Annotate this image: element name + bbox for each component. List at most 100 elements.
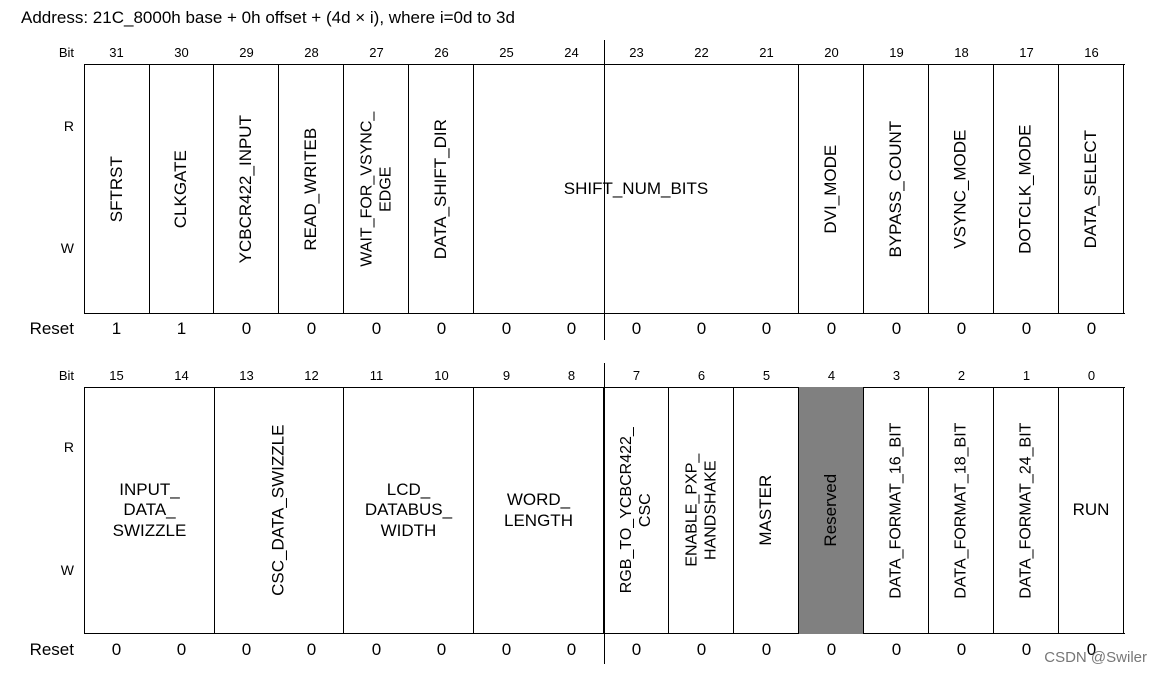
reset-value: 0 <box>566 640 577 659</box>
label-bit: Bit <box>58 45 74 60</box>
register-field: WAIT_FOR_VSYNC_ EDGE <box>344 64 409 314</box>
field-name: INPUT_ DATA_ SWIZZLE <box>112 479 187 540</box>
field-name: VSYNC_MODE <box>950 129 970 249</box>
reset-value: 0 <box>371 319 382 338</box>
reset-value: 0 <box>761 319 772 338</box>
register-field: YCBCR422_INPUT <box>214 64 279 314</box>
register-field: CLKGATE <box>149 64 214 314</box>
bit-number: 23 <box>629 45 644 60</box>
register-field: CSC_DATA_SWIZZLE <box>214 387 344 634</box>
label-reset: Reset <box>29 319 74 338</box>
reset-value: 0 <box>891 640 902 659</box>
bit-number: 22 <box>694 45 709 60</box>
bit-number: 28 <box>304 45 319 60</box>
bit-number: 11 <box>369 368 384 383</box>
register-field: RGB_TO_YCBCR422_ CSC <box>604 387 669 634</box>
reset-value: 0 <box>891 319 902 338</box>
field-name: DATA_FORMAT_16_BIT <box>887 422 905 599</box>
register-field: RUN <box>1059 387 1124 634</box>
reserved-field: Reserved <box>799 387 864 634</box>
reset-value: 0 <box>1021 319 1032 338</box>
label-w: W <box>60 562 74 578</box>
register-field: DVI_MODE <box>799 64 864 314</box>
label-reset: Reset <box>29 640 74 659</box>
bit-number: 3 <box>892 368 901 383</box>
field-name: YCBCR422_INPUT <box>235 114 255 264</box>
field-name: DATA_SHIFT_DIR <box>430 118 450 260</box>
reset-value: 0 <box>631 319 642 338</box>
reset-value: 0 <box>371 640 382 659</box>
reset-value: 0 <box>1021 640 1032 659</box>
bit-number: 19 <box>889 45 904 60</box>
field-name: RUN <box>1072 500 1110 520</box>
field-name: CSC_DATA_SWIZZLE <box>268 424 288 597</box>
bit-number: 21 <box>759 45 774 60</box>
register-field: SHIFT_NUM_BITS <box>474 64 799 314</box>
bit-number: 0 <box>1087 368 1096 383</box>
bit-number: 8 <box>567 368 576 383</box>
label-bit: Bit <box>58 368 74 383</box>
bit-number: 25 <box>499 45 514 60</box>
bit-number: 24 <box>564 45 579 60</box>
label-r: R <box>63 118 74 134</box>
bit-number: 16 <box>1084 45 1099 60</box>
register-box <box>84 387 1125 634</box>
register-field: DATA_FORMAT_16_BIT <box>864 387 929 634</box>
reset-value: 0 <box>696 640 707 659</box>
register-field: DATA_SHIFT_DIR <box>409 64 474 314</box>
reset-value: 0 <box>176 640 187 659</box>
field-name: READ_WRITEB <box>300 127 320 251</box>
register-field: MASTER <box>734 387 799 634</box>
reset-value: 0 <box>956 319 967 338</box>
bit-number: 29 <box>239 45 254 60</box>
reset-value: 0 <box>436 319 447 338</box>
reset-value: 0 <box>1086 640 1097 659</box>
reset-value: 0 <box>761 640 772 659</box>
bit-number: 9 <box>502 368 511 383</box>
field-name: WAIT_FOR_VSYNC_ EDGE <box>357 111 394 267</box>
register-box <box>84 64 1125 314</box>
reset-value: 0 <box>241 640 252 659</box>
register-address: Address: 21C_8000h base + 0h offset + (4… <box>21 8 515 27</box>
field-name: BYPASS_COUNT <box>885 120 905 258</box>
reset-value: 0 <box>436 640 447 659</box>
reset-value: 0 <box>956 640 967 659</box>
field-name: DATA_FORMAT_18_BIT <box>952 422 970 599</box>
watermark: CSDN @Swiler <box>1044 649 1147 666</box>
bit-number: 6 <box>697 368 706 383</box>
register-field: BYPASS_COUNT <box>864 64 929 314</box>
bit-number: 18 <box>954 45 969 60</box>
bit-number: 31 <box>109 45 124 60</box>
bit-number: 15 <box>109 368 124 383</box>
bit-number: 30 <box>174 45 189 60</box>
label-w: W <box>60 240 74 256</box>
bit-number: 20 <box>824 45 839 60</box>
register-field: LCD_ DATABUS_ WIDTH <box>344 387 474 634</box>
reset-value: 0 <box>501 640 512 659</box>
field-name: CLKGATE <box>170 149 190 229</box>
label-r: R <box>63 439 74 455</box>
field-name: ENABLE_PXP_ HANDSHAKE <box>682 454 720 567</box>
byte-separator <box>604 40 605 340</box>
field-name: MASTER <box>755 475 775 546</box>
bit-number: 5 <box>762 368 771 383</box>
reset-value: 0 <box>1086 319 1097 338</box>
bit-number: 10 <box>434 368 449 383</box>
register-field: READ_WRITEB <box>279 64 344 314</box>
register-field: WORD_ LENGTH <box>474 387 604 634</box>
field-name: DVI_MODE <box>820 144 840 234</box>
bit-number: 17 <box>1019 45 1034 60</box>
field-name: WORD_ LENGTH <box>504 490 573 530</box>
reset-value: 0 <box>306 640 317 659</box>
bit-number: 12 <box>304 368 319 383</box>
register-field: SFTRST <box>84 64 150 314</box>
bit-number: 13 <box>239 368 254 383</box>
field-name: RGB_TO_YCBCR422_ CSC <box>617 427 654 594</box>
register-field: DATA_FORMAT_24_BIT <box>994 387 1059 634</box>
field-name: Reserved <box>820 474 840 547</box>
reset-value: 0 <box>566 319 577 338</box>
register-field: ENABLE_PXP_ HANDSHAKE <box>669 387 734 634</box>
field-name: DATA_FORMAT_24_BIT <box>1017 422 1035 599</box>
reset-value: 0 <box>696 319 707 338</box>
bit-number: 14 <box>174 368 189 383</box>
